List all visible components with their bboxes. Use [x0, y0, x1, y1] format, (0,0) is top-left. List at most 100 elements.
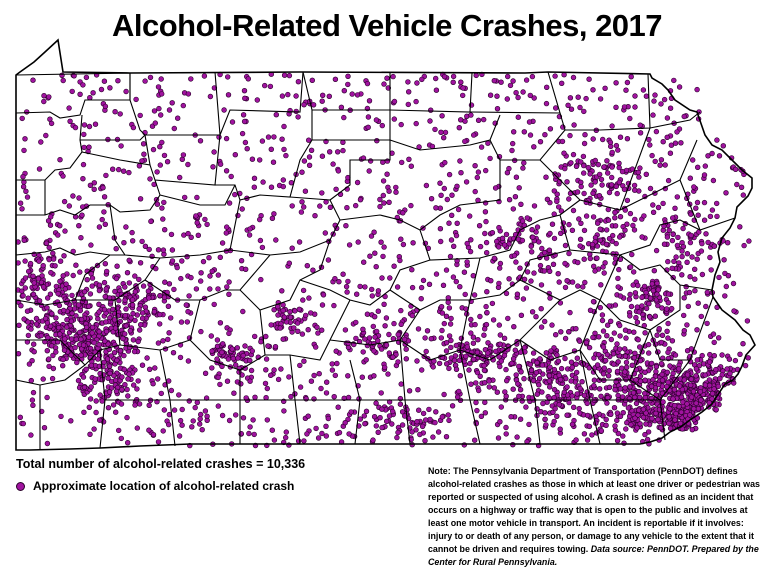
crash-marker	[477, 373, 483, 379]
crash-marker	[621, 186, 628, 193]
crash-marker	[740, 341, 746, 347]
crash-marker	[612, 215, 618, 221]
crash-marker	[471, 132, 477, 138]
crash-marker	[597, 226, 603, 232]
crash-marker	[217, 320, 224, 326]
crash-marker	[134, 425, 141, 431]
crash-marker	[493, 348, 499, 355]
crash-marker	[633, 314, 639, 321]
crash-marker	[327, 149, 333, 155]
crash-marker	[449, 403, 456, 409]
crash-marker	[60, 77, 66, 84]
crash-marker	[89, 324, 96, 331]
crash-marker	[556, 401, 562, 408]
crash-marker	[117, 111, 123, 117]
crash-marker	[604, 333, 610, 339]
crash-marker	[35, 276, 42, 282]
crash-marker	[457, 373, 463, 379]
crash-marker	[154, 201, 161, 207]
crash-marker	[345, 394, 352, 401]
crash-marker	[226, 200, 233, 206]
crash-marker	[57, 258, 64, 264]
crash-marker	[86, 144, 92, 150]
crash-marker	[570, 151, 577, 158]
crash-marker	[656, 326, 662, 332]
crash-marker	[340, 139, 346, 146]
crash-marker	[207, 273, 213, 279]
crash-marker	[19, 115, 25, 122]
crash-marker	[519, 237, 526, 244]
crash-marker	[697, 389, 704, 395]
crash-marker	[501, 242, 508, 248]
crash-marker	[46, 363, 52, 370]
crash-marker	[141, 151, 147, 157]
crash-marker	[456, 357, 463, 364]
crash-marker	[590, 334, 596, 341]
crash-marker	[568, 359, 575, 365]
crash-marker	[188, 274, 194, 281]
crash-marker	[722, 293, 728, 299]
crash-marker	[186, 293, 192, 299]
crash-marker	[200, 258, 207, 265]
crash-marker	[641, 213, 647, 219]
crash-marker	[659, 377, 666, 383]
crash-marker	[362, 336, 368, 342]
crash-marker	[383, 342, 390, 348]
crash-marker	[86, 123, 93, 130]
crash-marker	[384, 171, 390, 177]
crash-marker	[419, 423, 426, 430]
crash-marker	[732, 357, 739, 364]
crash-marker	[178, 319, 185, 325]
crash-marker	[647, 314, 653, 320]
crash-marker	[404, 407, 410, 413]
crash-marker	[58, 413, 64, 420]
crash-marker	[594, 220, 601, 226]
crash-marker	[721, 257, 727, 263]
crash-marker	[185, 230, 191, 237]
crash-marker	[224, 224, 230, 230]
crash-marker	[711, 243, 717, 249]
crash-marker	[204, 413, 210, 419]
crash-marker	[652, 92, 658, 98]
crash-marker	[613, 142, 620, 149]
crash-marker	[99, 216, 105, 223]
crash-marker	[639, 294, 645, 301]
crash-marker	[69, 88, 75, 95]
crash-marker	[198, 411, 204, 418]
crash-marker	[617, 386, 624, 392]
crash-marker	[592, 157, 598, 164]
crash-marker	[552, 73, 558, 79]
crash-marker	[377, 196, 383, 203]
crash-marker	[448, 337, 454, 344]
crash-marker	[640, 414, 647, 421]
crash-marker	[570, 74, 577, 81]
crash-marker	[647, 295, 654, 301]
crash-marker	[627, 313, 633, 319]
crash-marker	[121, 331, 128, 337]
crash-marker	[726, 356, 733, 362]
crash-marker	[211, 149, 217, 155]
crash-marker	[357, 416, 363, 422]
crash-marker	[540, 400, 546, 407]
crash-marker	[166, 421, 172, 428]
crash-marker	[585, 164, 591, 171]
crash-marker	[209, 268, 215, 274]
crash-marker	[641, 390, 648, 397]
crash-marker	[623, 87, 629, 93]
crash-marker	[645, 341, 652, 348]
crash-marker	[60, 307, 67, 314]
crash-marker	[104, 356, 111, 362]
crash-marker	[379, 275, 385, 281]
crash-marker	[577, 243, 583, 249]
crash-marker	[607, 318, 614, 324]
crash-marker	[151, 309, 158, 315]
crash-marker	[589, 432, 595, 438]
crash-marker	[600, 344, 607, 350]
crash-marker	[71, 306, 78, 312]
crash-marker	[152, 120, 159, 126]
crash-marker	[38, 279, 45, 285]
crash-marker	[393, 189, 399, 195]
crash-marker	[446, 365, 452, 372]
crash-marker	[133, 96, 139, 103]
crash-marker	[46, 256, 52, 263]
